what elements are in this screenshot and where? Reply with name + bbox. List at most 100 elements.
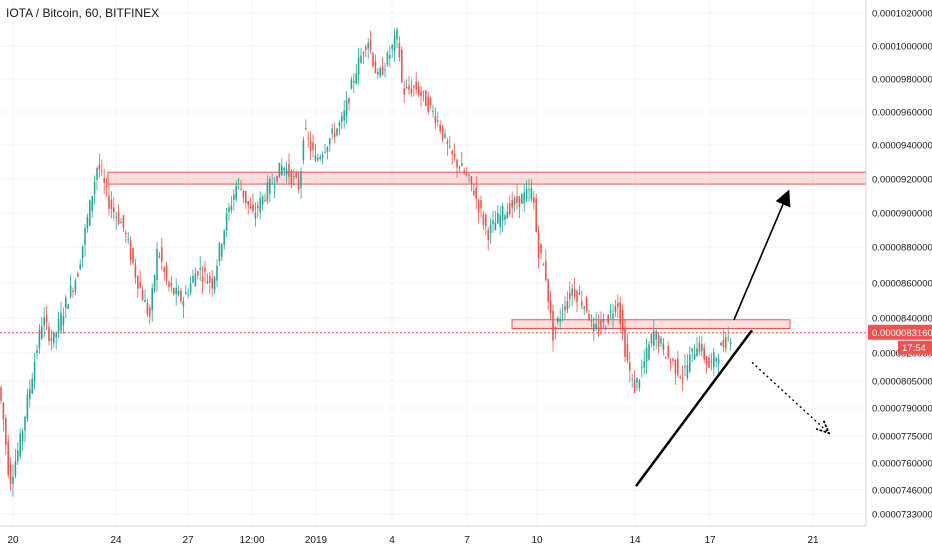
candle-body: [79, 264, 81, 270]
y-tick-label: 0.0000900000: [872, 209, 932, 220]
candle-body: [703, 347, 705, 360]
candle-body: [559, 319, 561, 322]
candle-body: [485, 214, 487, 227]
candle-body: [444, 133, 446, 138]
candle-body: [449, 146, 451, 148]
candle-body: [722, 339, 725, 347]
y-tick-label: 0.0001020000: [872, 9, 932, 20]
candle-body: [65, 297, 67, 308]
candle-body: [561, 313, 564, 315]
candle-body: [213, 277, 216, 291]
candle-body: [523, 192, 525, 204]
candle-body: [585, 297, 588, 312]
candle-body: [338, 122, 341, 127]
candle-body: [96, 168, 98, 180]
candle-body: [357, 57, 360, 75]
candle-body: [583, 307, 585, 309]
candle-body: [657, 335, 660, 347]
candle-body: [566, 301, 569, 310]
last-price-label: 0.0000083160: [872, 328, 932, 339]
candle-body: [26, 394, 29, 419]
candle-body: [626, 344, 629, 361]
candle-body: [537, 232, 540, 259]
candle-body: [278, 162, 281, 178]
candle-body: [621, 310, 624, 332]
candle-body: [81, 245, 84, 259]
candle-body: [533, 197, 535, 204]
candle-body: [293, 176, 295, 177]
last-price-badge: [868, 324, 932, 340]
candle-body: [398, 43, 401, 58]
candle-body: [571, 288, 573, 296]
y-tick-label: 0.0000980000: [872, 75, 932, 86]
support-trendline: [634, 329, 754, 487]
candle-body: [597, 326, 600, 332]
candle-body: [257, 205, 259, 209]
candle-body: [271, 183, 273, 185]
candle-body: [633, 379, 636, 393]
candle-body: [228, 207, 230, 213]
candle-body: [240, 189, 242, 191]
candle-body: [206, 281, 209, 284]
candle-body: [588, 313, 590, 321]
candle-body: [547, 279, 549, 302]
candle-body: [465, 173, 468, 175]
candle-body: [665, 357, 667, 359]
candle-body: [689, 354, 691, 372]
candle-body: [693, 354, 696, 360]
candle-body: [201, 276, 204, 282]
candle-body: [631, 378, 633, 380]
candle-body: [470, 176, 473, 184]
candle-body: [439, 124, 441, 132]
candle-body: [655, 331, 657, 340]
candle-body: [362, 52, 365, 55]
candle-body: [38, 329, 41, 349]
candle-body: [19, 433, 21, 457]
candle-body: [581, 301, 583, 307]
candle-body: [187, 294, 189, 296]
candle-body: [276, 175, 278, 182]
candle-body: [381, 66, 384, 75]
candle-body: [475, 187, 477, 199]
y-tick-label: 0.0000920000: [872, 175, 932, 186]
candle-body: [14, 461, 17, 476]
candle-body: [264, 199, 266, 201]
candle-body: [245, 191, 247, 203]
candle-body: [233, 194, 235, 200]
countdown-label: 17:54: [902, 343, 926, 354]
y-tick-label: 0.0000733000: [872, 510, 932, 521]
y-axis-panel: [866, 0, 932, 550]
candle-body: [374, 61, 377, 74]
candle-body: [713, 352, 715, 367]
candle-body: [624, 328, 626, 357]
candle-body: [302, 140, 305, 161]
candle-body: [638, 380, 641, 389]
candle-body: [415, 81, 417, 90]
candle-body: [45, 315, 48, 323]
candle-body: [17, 450, 19, 462]
candle-body: [12, 477, 14, 485]
candle-body: [389, 55, 391, 59]
candle-body: [333, 133, 336, 137]
candle-body: [139, 281, 141, 288]
candle-body: [194, 273, 197, 287]
candle-body: [163, 267, 165, 272]
candle-body: [617, 303, 619, 307]
candle-body: [137, 276, 139, 289]
candle-body: [312, 142, 314, 150]
candle-body: [453, 154, 456, 157]
candle-body: [348, 97, 350, 104]
candle-body: [113, 207, 115, 212]
candle-body: [67, 304, 69, 309]
candle-body: [686, 365, 689, 378]
x-tick-label: 12:00: [239, 535, 264, 546]
candle-body: [165, 265, 168, 281]
candle-body: [230, 205, 233, 211]
candle-body: [422, 91, 425, 93]
candle-body: [396, 29, 398, 40]
candle-body: [521, 194, 523, 204]
candle-body: [237, 180, 240, 182]
candle-body: [511, 200, 513, 208]
candle-body: [698, 342, 701, 352]
